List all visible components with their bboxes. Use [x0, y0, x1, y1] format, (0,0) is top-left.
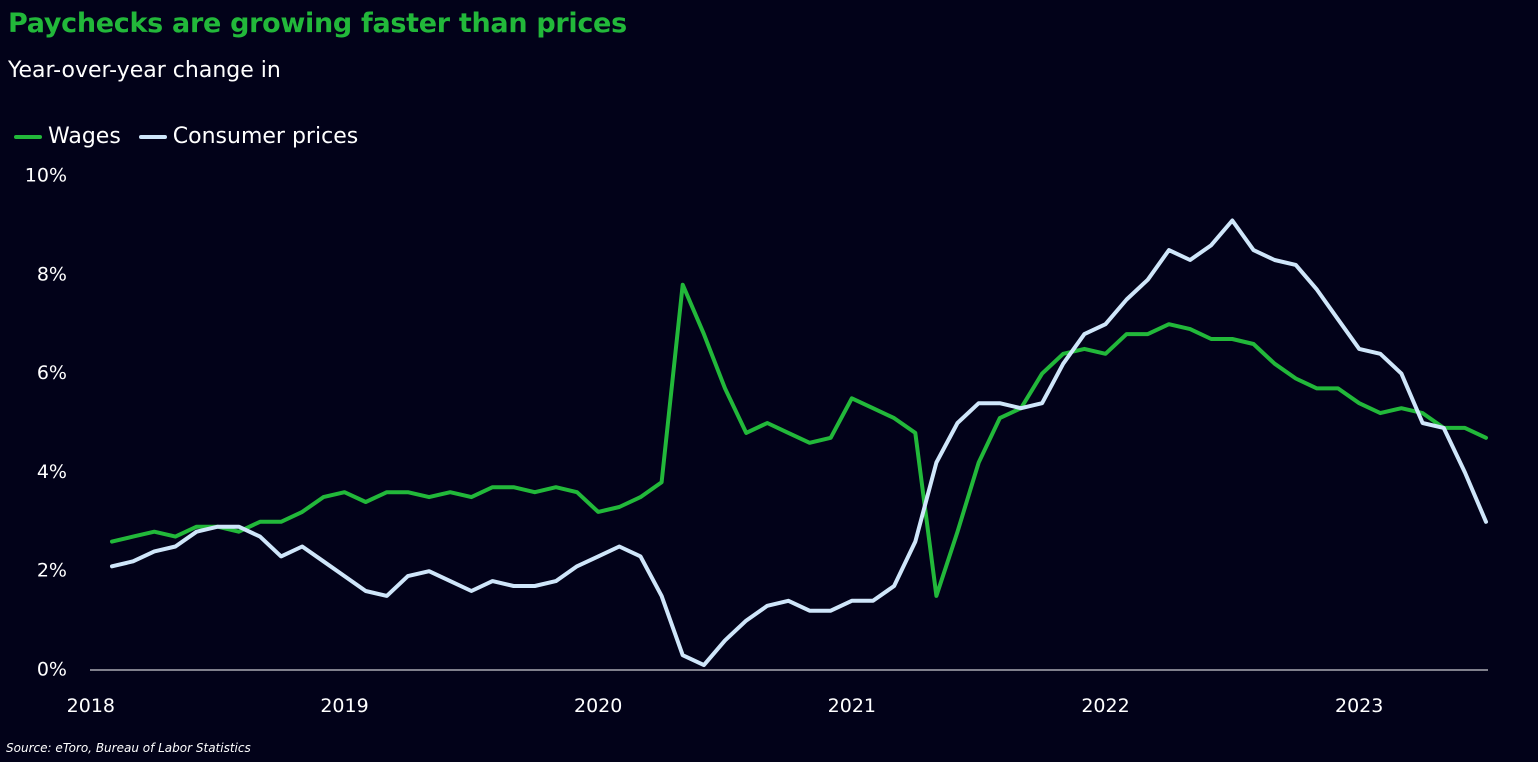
y-tick-label: 0% — [37, 659, 67, 681]
chart-subtitle: Year-over-year change in — [8, 58, 281, 83]
source-note: Source: eToro, Bureau of Labor Statistic… — [6, 741, 251, 755]
series-line-wages — [110, 282, 1488, 598]
chart-title: Paychecks are growing faster than prices — [8, 8, 627, 39]
legend-label-wages: Wages — [48, 124, 121, 149]
y-tick-label: 6% — [37, 362, 67, 384]
legend-swatch-consumer-prices — [138, 134, 167, 139]
legend-item-wages: Wages — [14, 124, 121, 149]
legend: Wages Consumer prices — [14, 124, 376, 149]
x-tick-label: 2020 — [574, 695, 622, 717]
y-axis: 0% 2% 4% 6% 8% 10% — [25, 165, 67, 681]
legend-item-consumer-prices: Consumer prices — [138, 124, 359, 149]
x-axis: 2018 2019 2020 2021 2022 2023 — [67, 695, 1384, 717]
legend-label-consumer-prices: Consumer prices — [172, 124, 359, 149]
x-tick-label: 2018 — [67, 695, 115, 717]
legend-swatch-wages — [14, 134, 42, 139]
x-tick-label: 2022 — [1081, 695, 1129, 717]
x-tick-label: 2023 — [1335, 695, 1383, 717]
x-tick-label: 2019 — [320, 695, 368, 717]
y-tick-label: 2% — [37, 560, 67, 582]
series-layer — [110, 218, 1488, 668]
y-tick-label: 8% — [37, 263, 67, 285]
y-tick-label: 10% — [25, 165, 67, 187]
y-tick-label: 4% — [37, 461, 67, 483]
x-tick-label: 2021 — [828, 695, 876, 717]
series-line-consumer-prices — [110, 218, 1488, 668]
